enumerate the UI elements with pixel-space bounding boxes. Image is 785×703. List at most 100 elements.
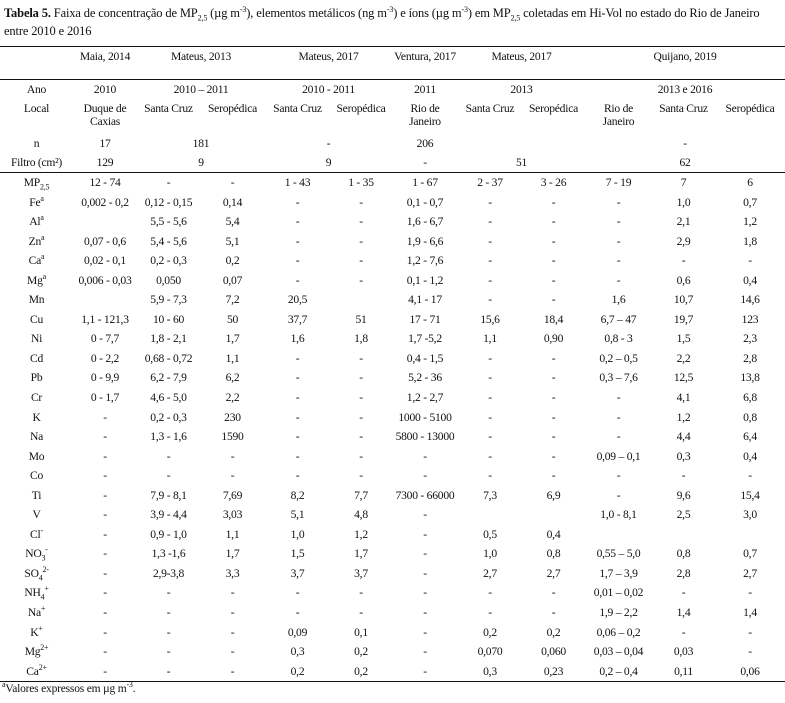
species-base: SO <box>24 566 39 580</box>
location-label: Rio de Janeiro <box>602 102 635 128</box>
value-cell: - <box>488 606 492 620</box>
species-base: MP <box>23 176 41 189</box>
value-cell: 1,1 <box>483 332 497 346</box>
value-cell: 6,8 <box>743 391 757 405</box>
value-cell: 0,1 <box>354 625 368 639</box>
value-cell: 2,5 <box>676 508 691 522</box>
value-cell: - <box>295 391 300 405</box>
table-row: SO42- - 2,9-3,8 3,3 3,7 3,7 - 2,7 2,7 1,7 – 3,9 2,… <box>0 564 785 584</box>
value-cell: - <box>103 645 107 659</box>
table-row: Fea 0,002 - 0,2 0,12 - 0,15 0,14 - - 0,1 - 0,7… <box>0 193 785 213</box>
value-cell: - <box>551 273 556 287</box>
value-cell: 3,7 <box>290 566 305 580</box>
value-cell: - <box>295 430 300 444</box>
value-cell: - <box>748 586 752 600</box>
value-cell: 7,9 - 8,1 <box>150 488 187 502</box>
table-row: MP2,5 12 - 74 - - 1 - 43 1 - 35 1 - 67 2 - 37 3 … <box>0 173 785 193</box>
caption-part: Faixa de concentração de MP <box>50 6 198 20</box>
sample-count-row-cell <box>458 134 585 153</box>
value-cell: 0,03 <box>673 645 694 659</box>
value-cell: 1,5 <box>676 332 691 346</box>
value-cell: - <box>295 273 300 287</box>
filter-area-row-cell: - <box>423 156 427 169</box>
species-superscript: + <box>40 604 46 614</box>
species-label: Mga <box>0 271 73 291</box>
sample-count-row: n 17 181 - 206 - <box>0 134 785 153</box>
species-base: Ca <box>28 254 42 268</box>
year-row-cell: 2011 <box>414 83 436 96</box>
value-cell: - <box>488 469 492 483</box>
value-cell: 0,68 - 0,72 <box>144 351 193 365</box>
species-superscript: 2- <box>42 565 49 575</box>
value-cell: - <box>488 410 492 424</box>
location-label: Seropédica <box>207 102 257 115</box>
value-cell: - <box>748 625 752 639</box>
species-base: Ti <box>31 488 42 502</box>
value-cell: 0,2 <box>354 664 368 678</box>
table-row: Ala 5,5 - 5,6 5,4 - - 1,6 - 6,7 - - - 2,1 1,2 <box>0 212 785 232</box>
value-cell: - <box>166 606 171 620</box>
value-cell: 7 <box>680 176 687 189</box>
species-label: Ti <box>0 486 73 506</box>
value-cell: - <box>681 469 686 483</box>
table-number: Tabela 5. <box>4 6 51 20</box>
species-label: Ni <box>0 329 73 349</box>
species-label: Zna <box>0 232 73 252</box>
value-cell: - <box>488 215 492 229</box>
value-cell: - <box>551 391 556 405</box>
value-cell: 0,55 – 5,0 <box>596 547 641 561</box>
value-cell: - <box>359 351 363 365</box>
species-label: Ala <box>0 212 73 232</box>
value-cell: 1,2 <box>676 410 691 424</box>
value-cell: - <box>295 606 300 620</box>
sample-count-row-cell: - <box>326 137 331 150</box>
value-cell: 230 <box>224 410 241 424</box>
species-label: NH4+ <box>0 583 73 603</box>
species-superscript: - <box>45 545 48 555</box>
value-cell: 0,8 <box>676 547 691 561</box>
value-cell: - <box>423 625 427 639</box>
value-cell: 1,8 <box>354 332 368 346</box>
value-cell: 0,3 <box>290 645 305 659</box>
caption-part: ), elementos metálicos (ng m <box>246 6 387 20</box>
value-cell: - <box>359 254 363 268</box>
value-cell: - <box>616 430 621 444</box>
value-cell: - <box>423 547 427 561</box>
value-cell: 0,11 <box>674 664 693 678</box>
value-cell: - <box>359 449 363 463</box>
value-cell: 1,0 <box>676 195 691 209</box>
species-label: Fea <box>0 193 73 213</box>
value-cell: 10 - 60 <box>152 312 185 326</box>
species-subscript: 2,5 <box>40 182 50 192</box>
table-row: NH4+ - - - - - - - - 0,01 – 0,02 - - <box>0 583 785 603</box>
caption-part: 2,5 <box>510 13 521 23</box>
value-cell: 1,2 - 7,6 <box>406 254 444 268</box>
table-row: Co - - - - - - - - - - - <box>0 466 785 486</box>
value-cell: - <box>166 449 171 463</box>
species-subscript: 4 <box>38 573 43 583</box>
value-cell: 123 <box>741 312 759 326</box>
value-cell: - <box>359 430 363 444</box>
value-cell <box>585 525 652 545</box>
location-label: Santa Cruz <box>465 102 515 115</box>
sample-count-row-cell: 206 <box>416 137 434 150</box>
value-cell: - <box>230 606 235 620</box>
species-superscript: 2+ <box>40 643 49 653</box>
value-cell: 1,4 <box>743 606 757 620</box>
value-cell: - <box>359 469 363 483</box>
study-header-row-cell <box>0 47 73 80</box>
value-cell: - <box>488 293 492 307</box>
value-cell: 19,7 <box>673 312 694 326</box>
filter-area-row-cell: 62 <box>679 156 691 169</box>
footnote-exponent: -3 <box>126 680 133 690</box>
value-cell: 7300 - 66000 <box>395 488 455 502</box>
value-cell: - <box>295 371 300 385</box>
value-cell: - <box>551 469 556 483</box>
sample-count-row-cell: n <box>33 137 40 150</box>
value-cell: 6,4 <box>743 430 757 444</box>
value-cell: - <box>551 410 556 424</box>
species-label: Mo <box>0 447 73 467</box>
value-cell: - <box>616 410 621 424</box>
location-label: Santa Cruz <box>273 102 322 115</box>
species-base: Na <box>27 606 41 620</box>
